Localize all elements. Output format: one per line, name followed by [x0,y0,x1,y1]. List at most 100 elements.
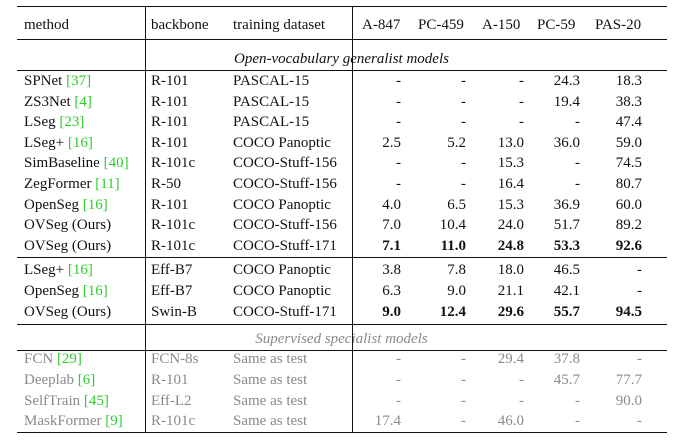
value-cell: - [396,73,401,89]
method-name: OVSeg (Ours) [24,237,112,254]
value-cell: 15.3 [497,196,524,213]
citation-link[interactable]: [40] [103,155,129,172]
group3-rule [17,350,667,351]
separator-dataset [352,7,353,432]
value-cell: 4.0 [382,196,401,213]
table-row: SelfTrain [45] Eff-L2 Same as test - - - - 90.0 [0,391,683,411]
dataset-cell: COCO-Stuff-171 [233,304,337,320]
header-rule [17,39,667,40]
value-cell: 19.4 [553,93,580,110]
value-cell: 7.1 [382,237,401,254]
value-cell: - [461,114,466,131]
section-generalist: Open-vocabulary generalist models [234,51,449,67]
method-name: OpenSeg [24,196,83,213]
method-name: FCN [24,351,57,367]
value-cell: - [461,93,466,110]
table-row: LSeg+ [16] Eff-B7 COCO Panoptic 3.8 7.8 18.0 4… [0,260,683,280]
backbone-cell: R-101c [151,155,196,172]
group2-rule [17,257,667,258]
value-cell: 77.7 [615,371,642,388]
value-cell: - [396,392,401,409]
value-cell: - [396,351,401,367]
method-cell: OVSeg (Ours) [24,236,111,256]
table-row: LSeg+ [16] R-101 COCO Panoptic 2.5 5.2 13.0 36… [0,133,683,153]
method-cell: OVSeg (Ours) [24,302,111,322]
table-row: OpenSeg [16] R-101 COCO Panoptic 4.0 6.5 15.3… [0,195,683,215]
value-cell: 15.3 [497,155,524,172]
value-cell: 74.5 [615,155,642,172]
value-cell: - [519,392,524,409]
header-pc59: PC-59 [537,17,576,33]
citation-link[interactable]: [16] [82,283,108,299]
method-cell: ZS3Net [4] [24,92,92,112]
value-cell: 60.0 [615,196,642,213]
method-name: SimBaseline [24,155,104,172]
header-pas20: PAS-20 [595,17,642,33]
group1-rule [17,70,667,71]
dataset-cell: Same as test [233,371,308,388]
value-cell: - [519,93,524,110]
header-a847: A-847 [362,17,401,33]
method-cell: Deeplab [6] [24,370,95,390]
value-cell: - [519,371,524,388]
value-cell: - [637,413,642,430]
value-cell: - [461,371,466,388]
backbone-cell: Swin-B [151,304,197,320]
value-cell: 38.3 [615,93,642,110]
value-cell: - [461,392,466,409]
dataset-cell: COCO Panoptic [233,134,331,151]
dataset-cell: COCO-Stuff-171 [233,237,337,254]
citation-link[interactable]: [29] [56,351,82,367]
table-row: ZegFormer [11] R-50 COCO-Stuff-156 - - 16.4 - 8… [0,174,683,194]
value-cell: 59.0 [615,134,642,151]
table-row: OpenSeg [16] Eff-B7 COCO Panoptic 6.3 9.0 21.… [0,281,683,301]
value-cell: - [396,176,401,192]
method-cell: OVSeg (Ours) [24,215,111,235]
table-row: LSeg [23] R-101 PASCAL-15 - - - - 47.4 [0,112,683,132]
value-cell: - [396,371,401,388]
backbone-cell: Eff-B7 [151,262,193,278]
value-cell: 5.2 [447,134,466,151]
method-name: OVSeg (Ours) [24,304,112,320]
citation-link[interactable]: [16] [67,134,93,151]
citation-link[interactable]: [23] [59,114,85,131]
value-cell: - [519,114,524,131]
value-cell: 21.1 [497,283,524,299]
dataset-cell: Same as test [233,351,308,367]
method-cell: ZegFormer [11] [24,174,120,194]
value-cell: - [637,262,642,278]
value-cell: 46.5 [553,262,580,278]
citation-link[interactable]: [4] [74,93,92,110]
value-cell: 29.4 [497,351,524,367]
value-cell: 24.0 [497,217,524,234]
top-rule [17,6,667,8]
method-name: Deeplab [24,371,78,388]
citation-link[interactable]: [45] [83,392,109,409]
dataset-cell: COCO Panoptic [233,196,331,213]
value-cell: - [575,176,580,192]
method-name: LSeg+ [24,262,68,278]
backbone-cell: R-101c [151,237,196,254]
backbone-cell: Eff-L2 [151,392,192,409]
value-cell: - [396,114,401,131]
section-specialist: Supervised specialist models [255,331,428,347]
value-cell: 2.5 [382,134,401,151]
dataset-cell: COCO-Stuff-156 [233,217,337,234]
value-cell: 46.0 [497,413,524,430]
value-cell: 42.1 [553,283,580,299]
citation-link[interactable]: [6] [77,371,96,388]
backbone-cell: R-101 [151,114,189,131]
table-row: OVSeg (Ours) R-101c COCO-Stuff-156 7.0 10.4 2… [0,215,683,235]
backbone-cell: Eff-B7 [151,283,193,299]
backbone-cell: R-101 [151,134,189,151]
citation-link[interactable]: [16] [67,262,93,278]
citation-link[interactable]: [37] [66,73,92,89]
value-cell: - [461,351,466,367]
value-cell: - [396,155,401,172]
table-row: SPNet [37] R-101 PASCAL-15 - - - 24.3 18.3 [0,71,683,91]
citation-link[interactable]: [16] [82,196,108,213]
citation-link[interactable]: [11] [95,176,120,192]
value-cell: 13.0 [497,134,524,151]
citation-link[interactable]: [9] [105,413,123,430]
value-cell: - [637,283,642,299]
